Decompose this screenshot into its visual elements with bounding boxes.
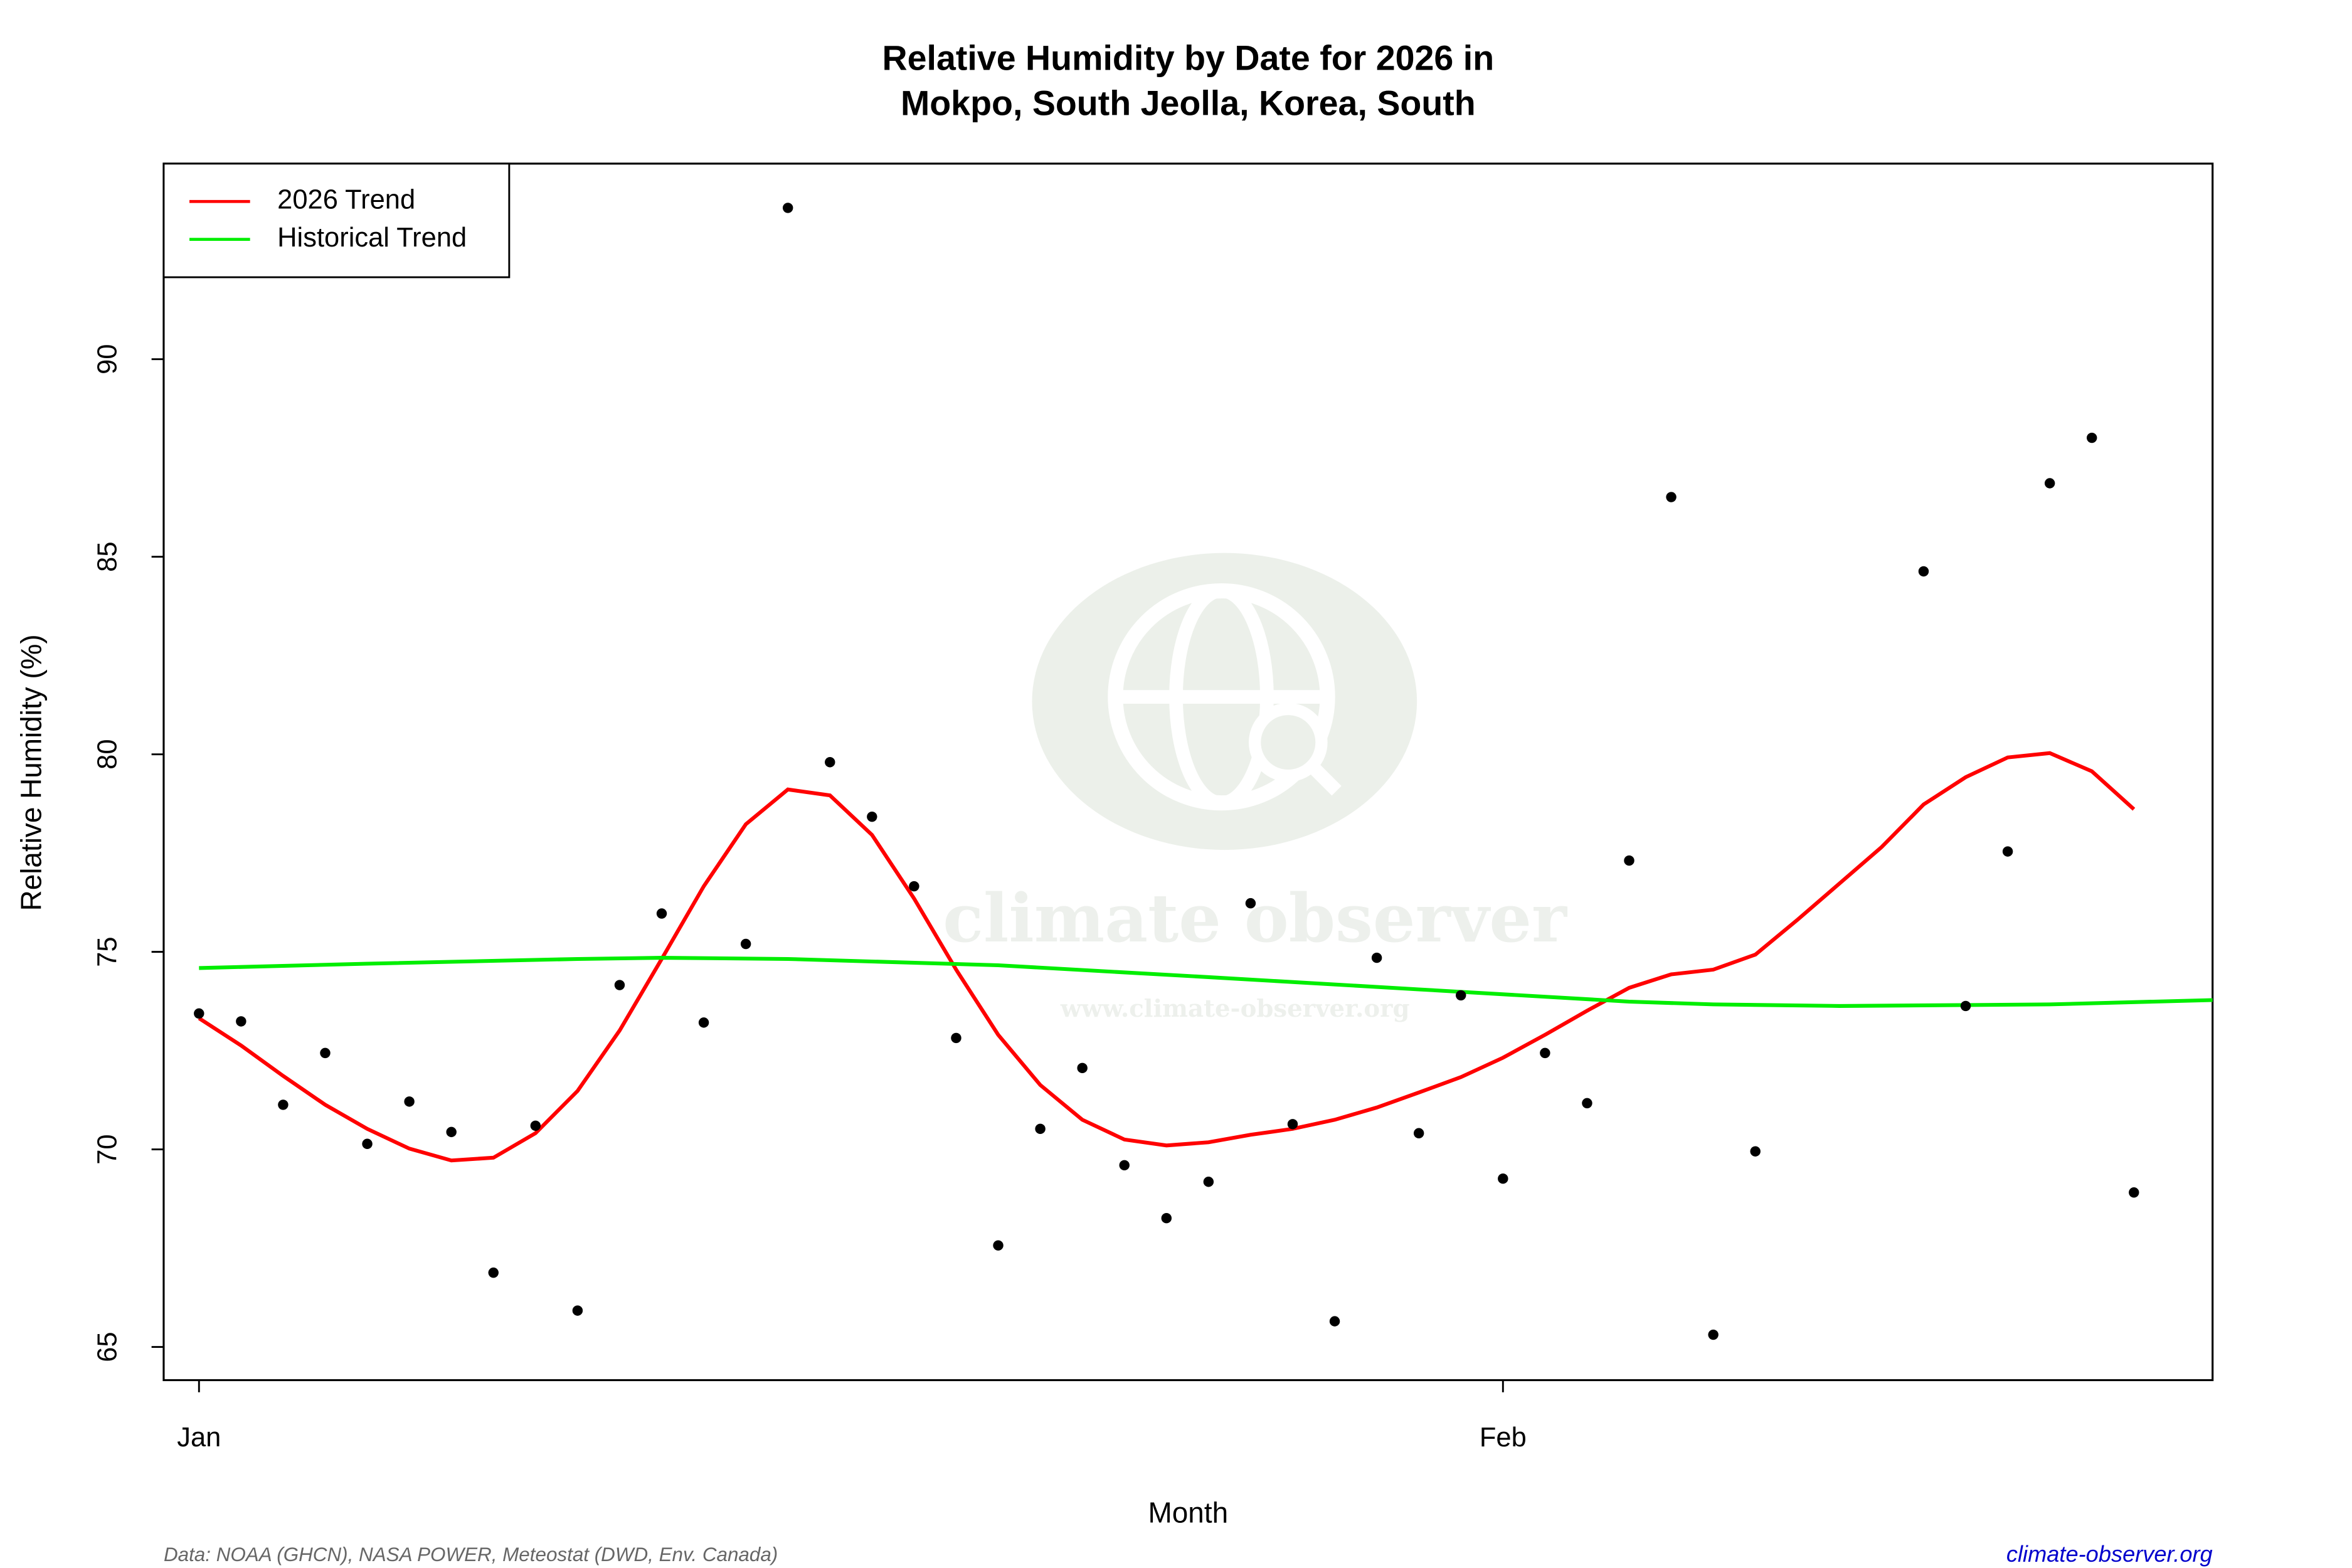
y-tick-label: 85 bbox=[92, 541, 122, 571]
data-point bbox=[1035, 1123, 1046, 1135]
data-point bbox=[1329, 1316, 1340, 1327]
y-tick-label: 90 bbox=[92, 344, 122, 374]
legend-label: Historical Trend bbox=[277, 223, 467, 253]
data-point bbox=[404, 1096, 415, 1107]
y-tick-label: 80 bbox=[92, 739, 122, 769]
data-point bbox=[740, 938, 751, 950]
x-tick-label: Jan bbox=[177, 1422, 221, 1453]
data-point bbox=[1413, 1128, 1424, 1138]
trend-line bbox=[199, 956, 2213, 1008]
data-point bbox=[1498, 1173, 1508, 1184]
data-point bbox=[194, 1008, 204, 1019]
data-point bbox=[782, 203, 793, 213]
data-point bbox=[1203, 1177, 1214, 1187]
data-point bbox=[1540, 1047, 1550, 1059]
data-point bbox=[1077, 1062, 1088, 1074]
data-point bbox=[1582, 1098, 1592, 1109]
data-point bbox=[488, 1267, 499, 1278]
y-axis-title: Relative Humidity (%) bbox=[14, 634, 47, 911]
data-point bbox=[2044, 478, 2055, 489]
y-tick-label: 70 bbox=[92, 1134, 122, 1164]
data-point bbox=[2087, 432, 2097, 443]
data-point bbox=[1918, 566, 1929, 577]
data-point bbox=[867, 811, 877, 822]
data-point bbox=[951, 1032, 961, 1044]
watermark-url: www.climate-observer.org bbox=[1060, 995, 1410, 1023]
data-point bbox=[362, 1138, 373, 1149]
data-point bbox=[2002, 846, 2013, 857]
watermark: climate observer www.climate-observer.or… bbox=[943, 553, 1568, 1023]
chart-title: Relative Humidity by Date for 2026 in bbox=[882, 38, 1495, 77]
y-tick-label: 65 bbox=[92, 1332, 122, 1362]
data-point bbox=[825, 757, 835, 768]
data-point bbox=[1666, 492, 1677, 502]
data-point bbox=[1119, 1160, 1130, 1171]
data-point bbox=[1161, 1212, 1172, 1224]
data-point bbox=[1750, 1146, 1761, 1157]
data-point bbox=[236, 1016, 246, 1027]
data-point bbox=[614, 980, 625, 990]
source-note: Data: NOAA (GHCN), NASA POWER, Meteostat… bbox=[164, 1544, 778, 1565]
data-point bbox=[320, 1047, 331, 1059]
data-point bbox=[656, 908, 667, 919]
data-point bbox=[572, 1305, 583, 1316]
y-tick-label: 75 bbox=[92, 936, 122, 967]
data-point bbox=[993, 1240, 1004, 1251]
data-point bbox=[1708, 1329, 1719, 1340]
legend-box bbox=[162, 162, 511, 278]
data-point bbox=[446, 1126, 457, 1138]
trend-line bbox=[198, 751, 2136, 1163]
data-point bbox=[698, 1017, 709, 1028]
watermark-title: climate observer bbox=[943, 879, 1568, 958]
data-point bbox=[1371, 952, 1382, 963]
data-point bbox=[1456, 990, 1466, 1001]
data-point bbox=[1245, 898, 1256, 909]
x-tick-label: Feb bbox=[1480, 1422, 1527, 1453]
data-point bbox=[278, 1099, 289, 1110]
x-axis-title: Month bbox=[1148, 1496, 1229, 1529]
data-point bbox=[530, 1120, 541, 1131]
data-point bbox=[2129, 1187, 2139, 1198]
legend-label: 2026 Trend bbox=[277, 185, 415, 215]
site-link: climate-observer.org bbox=[2006, 1541, 2213, 1567]
data-point bbox=[1624, 855, 1634, 866]
data-point bbox=[1287, 1119, 1298, 1130]
data-point bbox=[909, 881, 919, 892]
data-point bbox=[1960, 1000, 1971, 1012]
chart-title: Mokpo, South Jeolla, Korea, South bbox=[901, 84, 1476, 123]
